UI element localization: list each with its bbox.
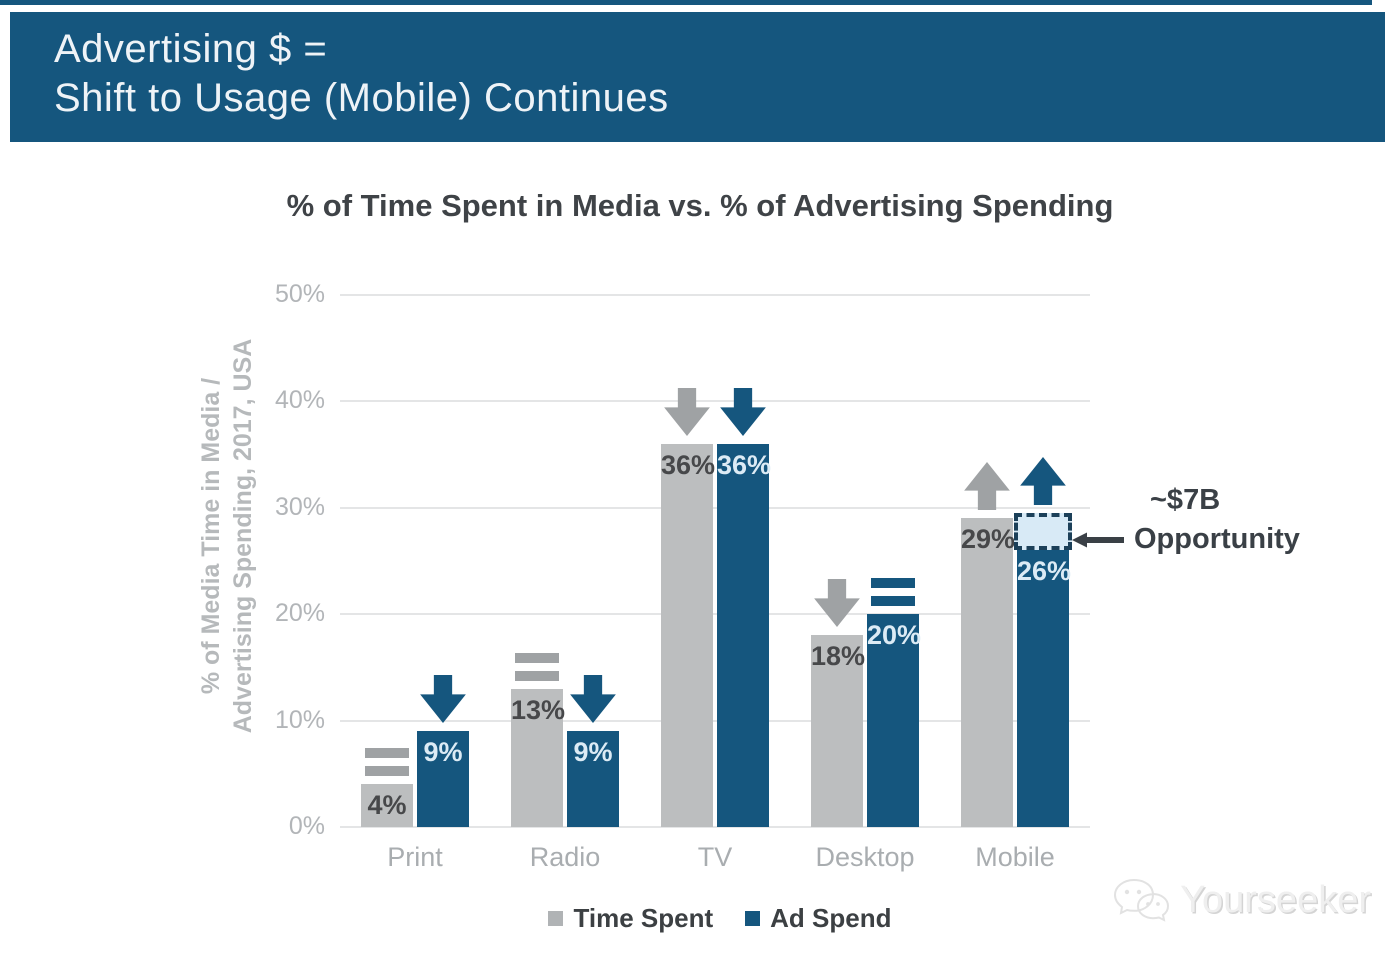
- bar-value-label: 13%: [511, 694, 566, 725]
- trend-flat-icon: [515, 652, 559, 681]
- trend-flat-icon: [871, 578, 915, 607]
- gridline-50: [340, 294, 1090, 296]
- gridline-20: [340, 613, 1090, 616]
- chart-title: % of Time Spent in Media vs. % of Advert…: [286, 188, 1114, 223]
- bar-value-label: 26%: [1017, 556, 1072, 587]
- legend-swatch-ad-spend: [745, 911, 761, 926]
- bar-time-spent-tv: 36%: [661, 443, 716, 827]
- annotation-label-row: Opportunity: [1072, 523, 1300, 556]
- wechat-logo-icon: [1114, 878, 1170, 922]
- bar-value-label: 9%: [423, 737, 463, 768]
- legend-label-ad-spend: Ad Spend: [770, 903, 892, 933]
- chart-legend: Time Spent Ad Spend: [340, 903, 1100, 934]
- bar-value-label: 36%: [717, 449, 772, 480]
- trend-up-icon: [964, 462, 1010, 511]
- gridline-0: [340, 826, 1090, 828]
- opportunity-gap-box: [1014, 513, 1072, 551]
- bar-value-label: 4%: [367, 790, 407, 821]
- y-tick-label-20: 20%: [274, 599, 325, 628]
- y-tick-label-50: 50%: [274, 280, 325, 308]
- gridline-40: [340, 400, 1090, 403]
- watermark: Yourseeker: [1112, 876, 1371, 924]
- gridline-10: [340, 719, 1090, 722]
- trend-flat-icon: [365, 748, 409, 777]
- bar-ad-spend-print: 9%: [417, 731, 469, 827]
- category-label-radio: Radio: [529, 842, 601, 872]
- trend-down-icon: [420, 675, 466, 724]
- bar-value-label: 20%: [867, 620, 922, 651]
- bar-value-label: 18%: [811, 641, 866, 672]
- annotation-label: Opportunity: [1134, 523, 1300, 555]
- bar-value-label: 9%: [573, 737, 613, 768]
- bar-time-spent-print: 4%: [361, 784, 413, 827]
- trend-down-icon: [814, 579, 860, 628]
- legend-item-time-spent: Time Spent: [548, 903, 713, 934]
- header-banner: Advertising $ = Shift to Usage (Mobile) …: [10, 12, 1385, 142]
- y-tick-label-10: 10%: [274, 705, 325, 734]
- gridline-30: [340, 506, 1090, 509]
- category-label-desktop: Desktop: [815, 842, 915, 872]
- y-tick-label-30: 30%: [274, 492, 325, 521]
- trend-down-icon: [664, 387, 710, 436]
- bar-time-spent-desktop: 18%: [811, 635, 866, 827]
- banner-title-line1: Advertising $ =: [54, 27, 328, 71]
- opportunity-annotation: ~$7B Opportunity: [1072, 484, 1300, 556]
- bar-time-spent-mobile: 29%: [961, 518, 1016, 827]
- legend-label-time-spent: Time Spent: [573, 903, 714, 933]
- watermark-text: Yourseeker: [1180, 878, 1371, 921]
- bar-time-spent-radio: 13%: [511, 688, 566, 827]
- top-edge-strip: [0, 0, 1372, 5]
- bar-ad-spend-mobile: 26%: [1017, 550, 1072, 827]
- y-tick-label-0: 0%: [288, 812, 325, 840]
- bar-ad-spend-desktop: 20%: [867, 614, 922, 827]
- category-label-print: Print: [387, 842, 443, 872]
- annotation-value: ~$7B: [1150, 484, 1221, 516]
- trend-down-icon: [720, 387, 766, 436]
- trend-down-icon: [570, 675, 616, 724]
- legend-item-ad-spend: Ad Spend: [745, 903, 892, 934]
- category-label-mobile: Mobile: [975, 842, 1055, 872]
- bar-ad-spend-tv: 36%: [717, 443, 772, 827]
- banner-title-line2: Shift to Usage (Mobile) Continues: [54, 76, 669, 120]
- bar-value-label: 36%: [661, 449, 716, 480]
- bar-value-label: 29%: [961, 524, 1016, 555]
- y-tick-label-40: 40%: [274, 386, 325, 415]
- category-label-tv: TV: [697, 842, 733, 872]
- legend-swatch-time-spent: [548, 911, 564, 926]
- trend-up-icon: [1020, 457, 1066, 506]
- bar-ad-spend-radio: 9%: [567, 731, 619, 827]
- left-arrow-icon: [1072, 532, 1124, 547]
